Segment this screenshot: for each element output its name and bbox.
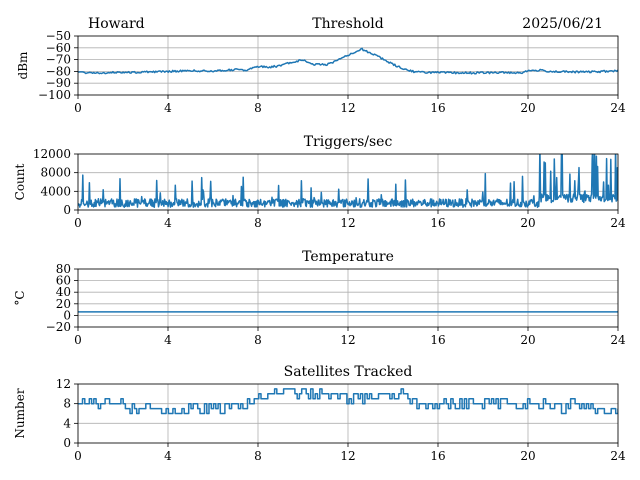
y-tick-label: −60	[46, 41, 71, 55]
chart-panels: 0 4 8 12 16 20 24 −100−90−80−70−60−50 Threshold d…	[13, 16, 626, 463]
y-axis-label: Count	[13, 163, 27, 200]
y-tick-label: −90	[46, 76, 71, 90]
y-tick-label: 20	[56, 297, 71, 311]
y-tick-label: 0	[63, 436, 71, 450]
y-tick-label: 4000	[40, 184, 71, 198]
y-tick-label: −20	[46, 320, 71, 334]
x-tick-label: 24	[610, 333, 626, 347]
y-tick-label: 8	[63, 397, 71, 411]
x-tick-label: 8	[254, 333, 262, 347]
x-tick-label: 20	[520, 101, 535, 115]
x-tick-label: 0	[74, 101, 82, 115]
x-tick-label: 0	[74, 216, 82, 230]
series-line	[78, 388, 618, 415]
x-tick-label: 20	[520, 216, 535, 230]
chart-4: 0 4 8 12 16 20 24 0 4 8 12 Satellites Tracked Number	[13, 364, 626, 463]
x-tick-label: 12	[340, 101, 355, 115]
y-tick-label: 12000	[33, 147, 71, 161]
x-tick-label: 0	[74, 333, 82, 347]
x-tick-label: 16	[430, 101, 445, 115]
x-tick-label: 20	[520, 449, 535, 463]
series-line	[78, 47, 618, 75]
x-tick-label: 4	[164, 333, 172, 347]
y-tick-label: 80	[56, 262, 71, 276]
y-tick-label: −80	[46, 64, 71, 78]
y-tick-label: 4	[63, 416, 71, 430]
x-tick-label: 12	[340, 449, 355, 463]
x-tick-label: 8	[254, 101, 262, 115]
y-tick-label: 8000	[40, 166, 71, 180]
y-axis-label: dBm	[16, 51, 30, 80]
x-tick-label: 20	[520, 333, 535, 347]
date-label: 2025/06/21	[522, 16, 603, 32]
y-tick-label: 0	[63, 308, 71, 322]
x-tick-label: 4	[164, 216, 172, 230]
chart-2: 0 4 8 12 16 20 24 0 4000 8000 12000 Triggers/sec Cou…	[13, 134, 626, 230]
y-tick-label: 0	[63, 203, 71, 217]
chart-title: Threshold	[312, 16, 383, 32]
x-tick-label: 16	[430, 216, 445, 230]
x-tick-label: 4	[164, 101, 172, 115]
x-tick-label: 24	[610, 216, 626, 230]
y-tick-label: −50	[46, 29, 71, 43]
y-axis-label: Number	[13, 388, 27, 438]
x-tick-label: 12	[340, 216, 355, 230]
x-tick-label: 4	[164, 449, 172, 463]
series-line	[78, 154, 618, 208]
station-label: Howard	[88, 16, 145, 32]
chart-1: 0 4 8 12 16 20 24 −100−90−80−70−60−50 Threshold d…	[16, 16, 626, 115]
x-tick-label: 16	[430, 333, 445, 347]
x-tick-label: 16	[430, 449, 445, 463]
y-tick-label: 60	[56, 274, 71, 288]
x-tick-label: 12	[340, 333, 355, 347]
chart-title: Triggers/sec	[304, 134, 393, 150]
x-tick-label: 24	[610, 101, 626, 115]
x-tick-label: 8	[254, 449, 262, 463]
y-tick-label: 40	[56, 285, 71, 299]
chart-title: Temperature	[302, 249, 394, 265]
chart-title: Satellites Tracked	[284, 364, 413, 380]
y-axis-label: °C	[13, 290, 27, 305]
x-tick-label: 8	[254, 216, 262, 230]
y-tick-label: −100	[38, 88, 71, 102]
x-tick-label: 24	[610, 449, 626, 463]
y-tick-label: 12	[56, 377, 71, 391]
y-tick-label: −70	[46, 53, 71, 67]
x-tick-label: 0	[74, 449, 82, 463]
